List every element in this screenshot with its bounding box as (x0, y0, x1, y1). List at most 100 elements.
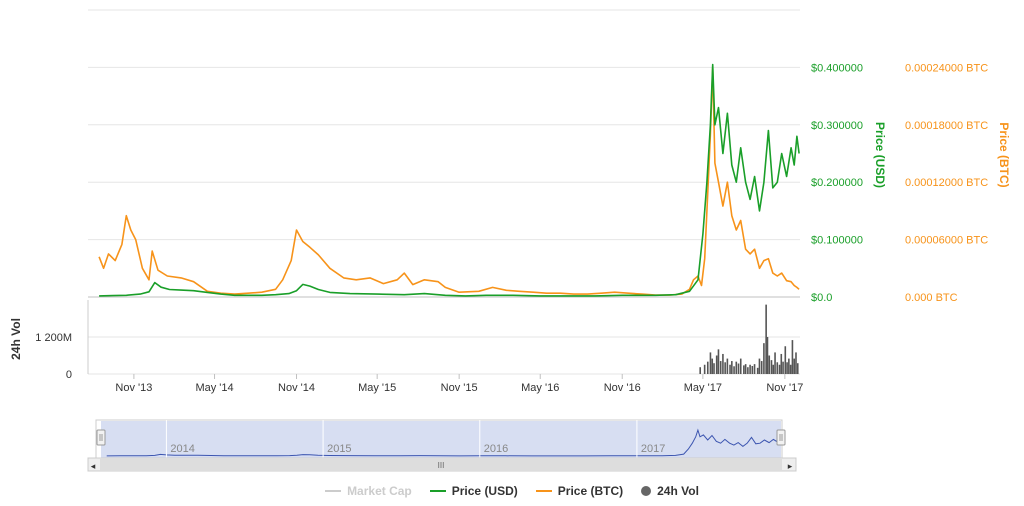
volume-bar (768, 355, 771, 374)
btc-tick-label: 0.000 BTC (905, 292, 958, 304)
volume-bar (717, 349, 720, 374)
usd-axis-title: Price (USD) (873, 122, 887, 188)
x-tick-label: Nov '13 (115, 382, 152, 394)
volume-bar (789, 364, 792, 374)
usd-tick-label: $0.0 (811, 292, 832, 304)
volume-bar (743, 365, 745, 374)
volume-bar (715, 355, 718, 374)
volume-bar (733, 366, 735, 374)
volume-bar (711, 358, 714, 374)
legend-line-icon (429, 490, 446, 492)
navigator[interactable]: 2014 2015 2016 2017 ◂ ▸ III (87, 419, 797, 472)
x-tick-label: May '16 (521, 382, 559, 394)
navigator-left-handle[interactable] (96, 429, 106, 446)
volume-bar (796, 363, 799, 374)
axes: $0.0 $0.100000 $0.200000 $0.300000 $0.400000… (115, 62, 988, 394)
volume-bar (770, 360, 773, 374)
btc-tick-label: 0.00024000 BTC (905, 62, 988, 74)
volume-bar (724, 362, 726, 374)
volume-bar (735, 361, 738, 374)
usd-tick-label: $0.400000 (811, 62, 863, 74)
legend-line-icon (325, 490, 342, 492)
usd-price-line (99, 63, 800, 297)
usd-tick-label: $0.200000 (811, 177, 863, 189)
x-tick-label: May '14 (195, 382, 233, 394)
volume-bar (793, 358, 796, 374)
legend-item-price-usd[interactable]: Price (USD) (429, 484, 518, 498)
volume-bar (765, 304, 767, 374)
navigator-year-label: 2014 (170, 443, 194, 455)
volume-bar (791, 340, 794, 374)
navigator-selection (101, 421, 781, 458)
volume-bar (786, 362, 788, 374)
volume-axis: 0 1 200M (35, 300, 800, 381)
btc-price-line (98, 66, 800, 296)
x-tick-label: Nov '16 (604, 382, 641, 394)
volume-bar (731, 361, 733, 374)
price-lines (98, 63, 800, 297)
scrollbar-grip-icon: III (438, 461, 445, 470)
volume-bar (753, 364, 756, 374)
x-tick-label: Nov '14 (278, 382, 315, 394)
volume-bar (744, 364, 747, 374)
grid-lines (88, 9, 800, 298)
btc-tick-label: 0.00006000 BTC (905, 235, 988, 247)
volume-bar (719, 361, 722, 374)
volume-bar (760, 361, 763, 374)
volume-bar (739, 358, 742, 374)
volume-bars (699, 304, 799, 374)
volume-tick-label: 0 (66, 369, 72, 381)
legend-label: 24h Vol (657, 484, 699, 498)
volume-bar (713, 363, 715, 374)
volume-bar (763, 343, 765, 374)
volume-bar (737, 363, 740, 374)
x-tick-label: Nov '15 (441, 382, 478, 394)
usd-tick-label: $0.300000 (811, 120, 863, 132)
volume-bar (784, 346, 787, 374)
navigator-year-label: 2015 (327, 443, 351, 455)
volume-bar (778, 364, 781, 374)
volume-bar (795, 352, 797, 374)
btc-tick-label: 0.00012000 BTC (905, 177, 988, 189)
volume-tick-label: 1 200M (35, 332, 72, 344)
legend-dot-icon (641, 486, 652, 496)
legend-item-price-btc[interactable]: Price (BTC) (535, 484, 624, 498)
volume-bar (706, 361, 709, 374)
btc-axis-title: Price (BTC) (997, 122, 1011, 187)
legend-item-24h-vol[interactable]: 24h Vol (641, 484, 699, 498)
volume-bar (758, 358, 761, 374)
volume-bar (722, 353, 724, 374)
volume-bar (709, 352, 712, 374)
navigator-right-handle[interactable] (776, 429, 786, 446)
legend: Market Cap Price (USD) Price (BTC) 24h Vol (0, 484, 1024, 498)
btc-tick-label: 0.00018000 BTC (905, 120, 988, 132)
volume-bar (703, 364, 706, 374)
legend-label: Price (BTC) (557, 484, 624, 498)
usd-tick-label: $0.100000 (811, 235, 863, 247)
scroll-right-arrow-icon[interactable]: ▸ (788, 461, 793, 471)
volume-axis-title: 24h Vol (9, 318, 23, 360)
volume-bar (788, 358, 790, 374)
scroll-left-arrow-icon[interactable]: ◂ (91, 461, 96, 471)
volume-bar (756, 367, 759, 374)
volume-bar (782, 361, 784, 374)
legend-label: Price (USD) (451, 484, 518, 498)
navigator-year-label: 2016 (484, 443, 508, 455)
volume-bar (776, 362, 779, 374)
legend-item-market-cap[interactable]: Market Cap (325, 484, 412, 498)
volume-bar (749, 364, 751, 374)
volume-bar (772, 364, 775, 374)
navigator-year-label: 2017 (641, 443, 665, 455)
volume-bar (699, 367, 701, 374)
volume-bar (774, 352, 776, 374)
legend-line-icon (535, 490, 552, 492)
x-tick-label: May '17 (684, 382, 722, 394)
volume-bar (729, 364, 731, 374)
volume-bar (751, 365, 754, 374)
legend-label: Market Cap (347, 484, 412, 498)
scrollbar-thumb[interactable] (100, 459, 782, 470)
volume-bar (726, 358, 729, 374)
x-tick-label: Nov '17 (766, 382, 803, 394)
navigator-series-line (106, 428, 782, 457)
